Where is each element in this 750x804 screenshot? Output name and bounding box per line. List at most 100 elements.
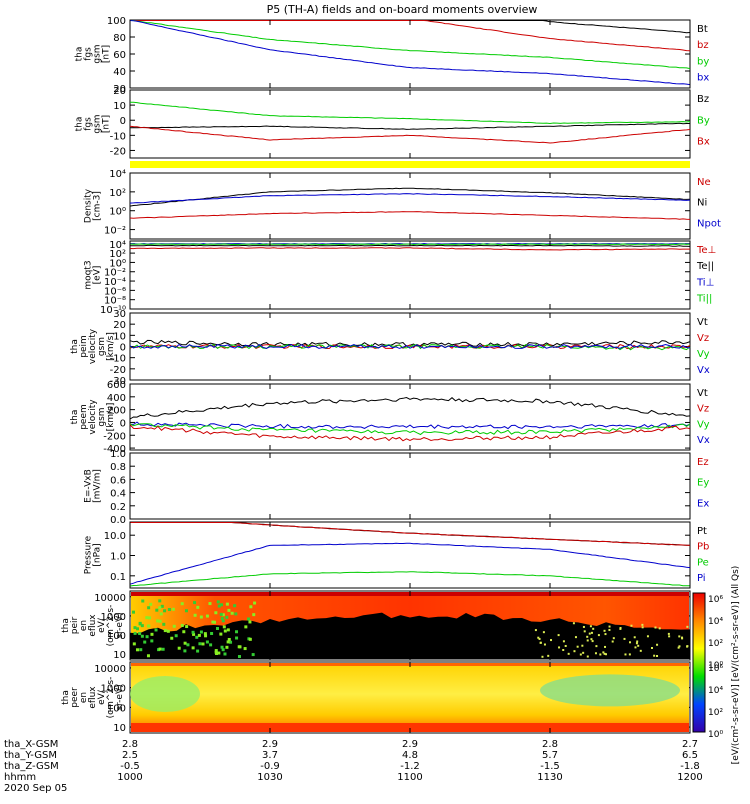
- spectrogram-pixel: [225, 615, 229, 619]
- spectrogram-pixel: [567, 652, 570, 655]
- x-axis-labels: tha_X-GSM 2.8 2.9 2.9 2.8 2.7 tha_Y-GSM 2.5 3.7 4…: [4, 739, 703, 794]
- spectrogram-pixel: [161, 647, 165, 651]
- y-tick-label: 10000: [94, 664, 126, 675]
- y-axis-label: (cm^2-s-: [106, 677, 116, 719]
- colorbar-label: [eV/(cm²-s-sr-eV)] [eV/(cm²-s-sr-eV)] (A…: [731, 566, 741, 765]
- x-axis-value: 2.5: [122, 750, 138, 761]
- y-tick-label: 10⁻¹⁰: [100, 305, 126, 316]
- spectrogram-pixel: [196, 649, 200, 653]
- spectrogram-pixel: [235, 630, 239, 634]
- spectrogram-pixel: [217, 651, 221, 655]
- spectrogram-pixel: [214, 611, 218, 615]
- spectrogram-pixel: [139, 648, 143, 652]
- spectrogram-pixel: [656, 643, 659, 646]
- series-line-Bx: [129, 125, 691, 144]
- colorbar-tick-label: 10⁶: [708, 595, 723, 605]
- spectrogram-pixel: [628, 653, 631, 656]
- spectrogram-pixel: [141, 599, 145, 603]
- y-tick-label: 10²: [109, 188, 126, 199]
- spectrogram-pixel: [576, 645, 579, 648]
- spectrogram-pixel: [133, 631, 137, 635]
- spectrogram-bottom-band: [131, 723, 689, 732]
- legend-item: Ti⊥: [696, 277, 714, 288]
- spectrogram-pixel: [572, 622, 575, 625]
- y-tick-label: 10⁰: [109, 207, 126, 218]
- y-tick-label: 200: [107, 406, 126, 417]
- spectrogram-pixel: [158, 606, 162, 610]
- y-tick-label: -20: [110, 146, 126, 157]
- y-axis-label: velocity: [88, 328, 98, 364]
- series-line-Pe: [129, 571, 691, 587]
- y-axis-label: gsm: [93, 114, 103, 133]
- spectrogram-pixel: [594, 652, 597, 655]
- spectrogram-pixel: [558, 646, 561, 649]
- legend-item: Ni: [697, 198, 707, 209]
- spectrogram-pixel: [147, 606, 151, 610]
- series-line-Pb: [130, 522, 691, 546]
- y-axis-label: eV/: [97, 617, 107, 633]
- y-tick-label: 20: [113, 86, 126, 97]
- spectrogram-pixel: [592, 627, 595, 630]
- spectrogram-pixel: [230, 611, 234, 615]
- spectrogram-pixel: [143, 640, 147, 644]
- y-tick-label: 10⁴: [109, 240, 126, 251]
- x-axis-value: -0.5: [120, 761, 140, 772]
- spectrogram-pixel: [604, 633, 607, 636]
- spectrogram-pixel: [221, 613, 225, 617]
- spectrogram-pixel: [599, 653, 602, 656]
- legend-item: By: [697, 115, 710, 126]
- y-tick-label: 10⁻²: [104, 226, 126, 237]
- legend-item: Pe: [697, 557, 709, 568]
- spectrogram-pixel: [162, 622, 166, 626]
- spectrogram-pixel: [678, 645, 681, 648]
- series-line-By: [129, 101, 691, 125]
- y-tick-label: 10: [113, 101, 126, 112]
- y-tick-label: 0: [120, 343, 126, 354]
- spectrogram-pixel: [624, 653, 627, 656]
- x-axis-value: -0.9: [260, 761, 280, 772]
- series-line-Vy: [129, 423, 691, 436]
- spectrogram-pixel: [629, 641, 632, 644]
- spectrogram-pixel: [170, 636, 174, 640]
- series-line-Ni: [129, 187, 691, 207]
- x-axis-value: 6.5: [682, 750, 698, 761]
- y-tick-label: 0.1: [110, 572, 126, 583]
- y-axis-label: [eV]: [93, 266, 103, 285]
- spectrogram-pixel: [633, 636, 636, 639]
- legend-item: Vz: [697, 404, 709, 415]
- legend-item: Ex: [697, 498, 709, 509]
- legend-item: Vy: [697, 419, 710, 430]
- spectrogram-pixel: [156, 619, 160, 623]
- spectrogram-pixel: [185, 625, 189, 629]
- date-label: 2020 Sep 05: [4, 783, 67, 794]
- x-axis-value: 1100: [397, 772, 422, 783]
- spectrogram-pixel: [157, 648, 161, 652]
- spectrogram-pixel: [223, 629, 227, 633]
- legend-item: Bz: [697, 94, 709, 105]
- legend-item: Vx: [697, 435, 710, 446]
- spectrogram-pixel: [193, 613, 197, 617]
- y-tick-label: 10: [113, 650, 126, 661]
- colorbar-tick-label: 10⁴: [708, 617, 723, 627]
- spectrogram-pixel: [686, 625, 689, 628]
- spectrogram-pixel: [635, 642, 638, 645]
- spectrogram-pixel: [611, 640, 614, 643]
- legend-item: Bt: [697, 24, 708, 35]
- spectrogram-pixel: [589, 625, 592, 628]
- spectrogram-low-energy: [130, 612, 690, 659]
- spectrogram-pixel: [221, 619, 225, 623]
- legend-item: Ti||: [696, 294, 712, 305]
- spectrogram-pixel: [213, 620, 217, 624]
- spectrogram-pixel: [196, 605, 200, 609]
- y-axis-label: fgs: [84, 47, 94, 61]
- spectrogram-pixel: [222, 625, 226, 629]
- spectrogram-pixel: [177, 646, 181, 650]
- spectrogram-pixel: [253, 601, 257, 605]
- spectrogram-pixel: [244, 625, 248, 629]
- spectrogram-pixel: [582, 625, 585, 628]
- y-tick-label: 0.2: [110, 502, 126, 513]
- spectrogram-pixel: [132, 642, 136, 646]
- panel-frame: [129, 240, 691, 310]
- x-axis-value: 2.9: [402, 739, 418, 750]
- spectrogram-pixel: [543, 643, 546, 646]
